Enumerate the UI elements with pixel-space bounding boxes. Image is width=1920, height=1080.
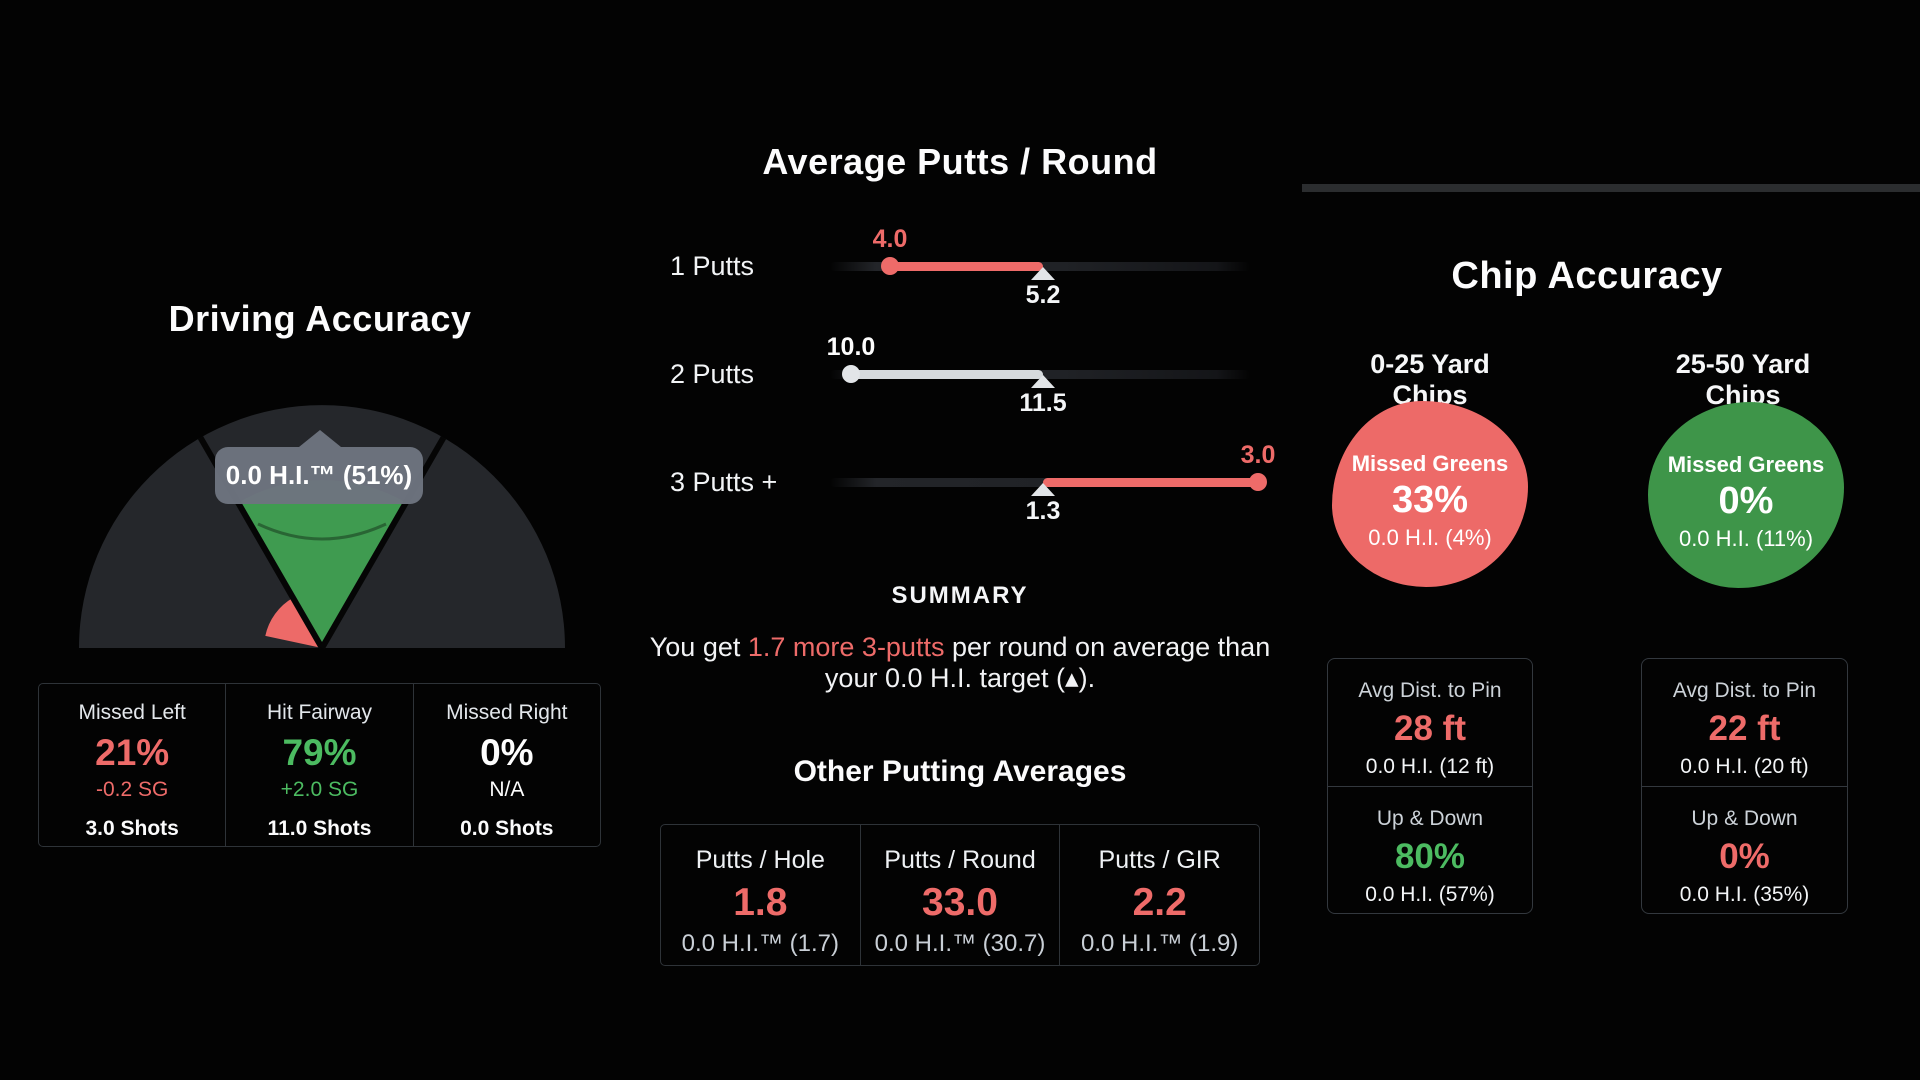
avg-dist-to-pin-cell: Avg Dist. to Pin 28 ft 0.0 H.I. (12 ft) [1328, 659, 1532, 786]
stat-label: Missed Right [446, 701, 568, 724]
gauge-tooltip: 0.0 H.I.™ (51%) [215, 447, 423, 504]
slider-value-label: 10.0 [826, 333, 876, 361]
stat-target: 0.0 H.I.™ (1.9) [1080, 930, 1239, 957]
stat-label: Putts / Hole [695, 846, 825, 874]
stat-target: 0.0 H.I.™ (30.7) [874, 930, 1046, 957]
chip-blob-0-25: Missed Greens 33% 0.0 H.I. (4%) [1332, 401, 1528, 587]
stat-value: 80% [1394, 837, 1466, 876]
gauge-tooltip-arrow [299, 430, 341, 447]
driving-stat-missed-left: Missed Left 21% -0.2 SG 3.0 Shots [39, 684, 225, 846]
slider-value-label: 3.0 [1240, 441, 1276, 469]
slider-label: 3 Putts + [670, 467, 778, 497]
slider-value-label: 4.0 [872, 225, 908, 253]
stat-shots: 11.0 Shots [267, 817, 372, 840]
slider-value-dot [881, 257, 899, 275]
chip-stats-box-0-25: Avg Dist. to Pin 28 ft 0.0 H.I. (12 ft) … [1327, 658, 1533, 914]
slider-bar [851, 370, 1043, 379]
summary-text: You get 1.7 more 3-putts per round on av… [560, 632, 1360, 694]
gauge-hit-fairway-sector [235, 480, 409, 648]
average-putts-title: Average Putts / Round [762, 141, 1158, 182]
putt-slider-1putts: 1 Putts 4.0 5.2 [660, 221, 1350, 311]
slider-track [830, 478, 1250, 487]
stat-value: 0% [480, 732, 534, 773]
slider-target-label: 11.5 [1019, 389, 1067, 417]
stat-label: Putts / Round [884, 846, 1036, 874]
slider-value-dot [1249, 473, 1267, 491]
driving-accuracy-title: Driving Accuracy [168, 298, 472, 339]
stat-strokes-gained: +2.0 SG [280, 778, 359, 801]
target-triangle-marker [1031, 375, 1055, 388]
section-divider-line [1302, 184, 1920, 192]
stat-label: Avg Dist. to Pin [1358, 679, 1502, 702]
avg-dist-to-pin-cell: Avg Dist. to Pin 22 ft 0.0 H.I. (20 ft) [1642, 659, 1847, 786]
putts-per-gir-cell: Putts / GIR 2.2 0.0 H.I.™ (1.9) [1059, 825, 1259, 965]
slider-label: 1 Putts [670, 251, 755, 281]
putt-slider-2putts: 2 Putts 10.0 11.5 [660, 329, 1350, 419]
stat-target: 0.0 H.I. (57%) [1365, 883, 1495, 906]
stat-label: Putts / GIR [1098, 846, 1221, 874]
gauge-missed-left-sector [265, 597, 322, 648]
blob-value: 0% [1718, 480, 1774, 522]
up-and-down-cell: Up & Down 80% 0.0 H.I. (57%) [1328, 786, 1532, 913]
target-triangle-marker [1031, 483, 1055, 496]
driving-stat-missed-right: Missed Right 0% N/A 0.0 Shots [412, 684, 600, 846]
summary-heading: SUMMARY [891, 582, 1029, 609]
blob-label: Missed Greens [1667, 452, 1825, 477]
chip-blob-25-50: Missed Greens 0% 0.0 H.I. (11%) [1648, 402, 1844, 588]
stat-strokes-gained: -0.2 SG [95, 778, 169, 801]
target-triangle-marker [1031, 267, 1055, 280]
putt-slider-3putts: 3 Putts + 3.0 1.3 [660, 437, 1350, 527]
putts-per-hole-cell: Putts / Hole 1.8 0.0 H.I.™ (1.7) [661, 825, 860, 965]
stat-target: 0.0 H.I.™ (1.7) [681, 930, 840, 957]
stat-strokes-gained: N/A [489, 778, 525, 801]
putting-averages-box: Putts / Hole 1.8 0.0 H.I.™ (1.7) Putts /… [660, 824, 1260, 966]
slider-label: 2 Putts [670, 359, 755, 389]
stat-value: 0% [1719, 837, 1770, 876]
stat-value: 2.2 [1132, 881, 1187, 924]
stat-shots: 3.0 Shots [85, 817, 179, 840]
summary-line1: You get 1.7 more 3-putts per round on av… [649, 632, 1271, 662]
stat-value: 79% [282, 732, 357, 773]
chip-accuracy-title: Chip Accuracy [1451, 255, 1723, 297]
blob-target: 0.0 H.I. (11%) [1678, 526, 1814, 551]
stat-target: 0.0 H.I. (35%) [1679, 883, 1810, 906]
gauge-inner-arc [257, 522, 387, 541]
chip-stats-box-25-50: Avg Dist. to Pin 22 ft 0.0 H.I. (20 ft) … [1641, 658, 1848, 914]
stat-label: Up & Down [1376, 807, 1484, 830]
stat-label: Missed Left [78, 701, 186, 724]
slider-bar [890, 262, 1043, 271]
stat-value: 1.8 [733, 881, 788, 924]
up-and-down-cell: Up & Down 0% 0.0 H.I. (35%) [1642, 786, 1847, 913]
stat-value: 28 ft [1394, 709, 1466, 748]
slider-value-dot [842, 365, 860, 383]
stat-value: 21% [95, 732, 170, 773]
stat-shots: 0.0 Shots [460, 817, 554, 840]
blob-label: Missed Greens [1351, 451, 1509, 476]
stat-value: 22 ft [1708, 709, 1781, 748]
stat-label: Hit Fairway [266, 701, 372, 724]
putts-per-round-cell: Putts / Round 33.0 0.0 H.I.™ (30.7) [859, 825, 1060, 965]
stat-value: 33.0 [922, 881, 998, 924]
stat-label: Avg Dist. to Pin [1672, 679, 1817, 702]
slider-target-label: 1.3 [1025, 497, 1061, 525]
stat-label: Up & Down [1691, 807, 1798, 830]
driving-stat-hit-fairway: Hit Fairway 79% +2.0 SG 11.0 Shots [225, 684, 412, 846]
other-putting-averages-title: Other Putting Averages [793, 755, 1127, 788]
blob-value: 33% [1391, 479, 1469, 521]
summary-highlight: 1.7 more 3-putts [747, 632, 945, 662]
driving-stats-box: Missed Left 21% -0.2 SG 3.0 Shots Hit Fa… [38, 683, 601, 847]
slider-target-label: 5.2 [1025, 281, 1061, 309]
slider-bar [1043, 478, 1258, 487]
stat-target: 0.0 H.I. (20 ft) [1680, 755, 1809, 778]
summary-line2: your 0.0 H.I. target (▴). [824, 663, 1096, 693]
stat-target: 0.0 H.I. (12 ft) [1365, 755, 1495, 778]
blob-target: 0.0 H.I. (4%) [1368, 525, 1492, 550]
